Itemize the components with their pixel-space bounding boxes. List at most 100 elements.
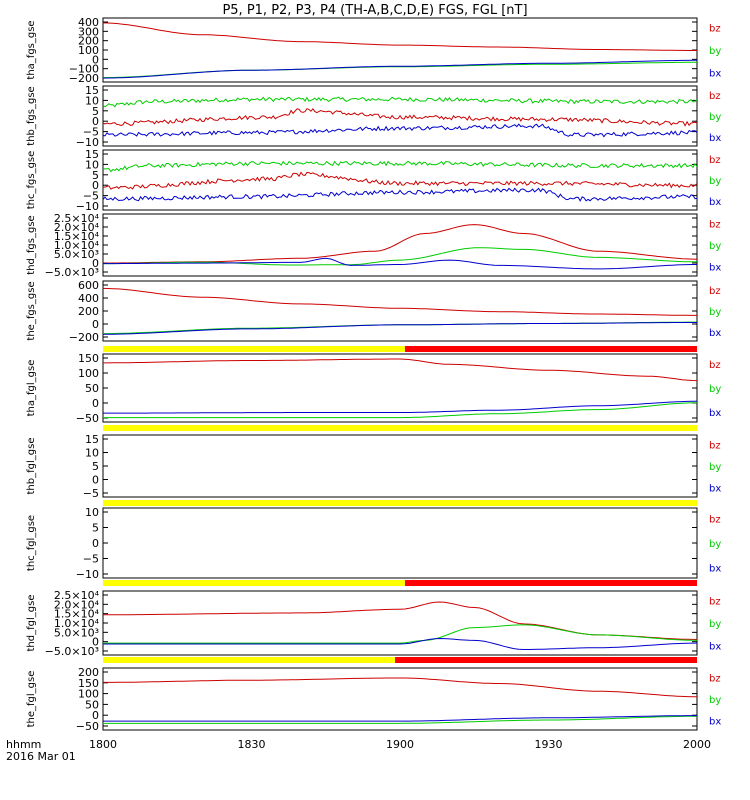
legend-bz: bz: [709, 91, 721, 102]
y-tick-label: 0: [92, 537, 99, 550]
y-tick-label: 15: [85, 433, 99, 446]
x-tick-label: 1900: [386, 738, 414, 751]
y-tick-label: −200: [69, 72, 99, 85]
y-axis-label: thb_fgl_gse: [26, 438, 37, 495]
y-tick-label: 10: [85, 447, 99, 460]
series-bx-line: [103, 637, 697, 650]
series-by-line: [103, 715, 697, 724]
y-tick-label: −5: [83, 190, 99, 203]
legend-by: by: [709, 307, 721, 318]
y-tick-label: 100: [78, 44, 99, 57]
series-bx-line: [103, 123, 697, 138]
series-bz-line: [103, 358, 697, 382]
y-tick-label: 50: [85, 382, 99, 395]
y-tick-label: 0: [92, 397, 99, 410]
legend-bx: bx: [709, 68, 721, 79]
y-axis-label: tha_fgl_gse: [26, 360, 37, 417]
series-bz-line: [103, 171, 697, 190]
y-tick-label: 200: [78, 305, 99, 318]
legend-bx: bx: [709, 263, 721, 274]
y-axis-label: tha_fgs_gse: [26, 20, 37, 79]
y-tick-label: −50: [76, 720, 99, 733]
y-tick-label: 5: [92, 105, 99, 118]
footer-date-label: 2016 Mar 01: [6, 750, 76, 763]
legend-bx: bx: [709, 328, 721, 339]
y-axis-label: thd_fgs_gse: [26, 215, 37, 274]
y-tick-label: −5.0×10³: [45, 645, 99, 658]
y-tick-label: 600: [78, 279, 99, 292]
y-tick-label: −200: [69, 331, 99, 344]
series-bx-line: [103, 257, 697, 270]
x-tick-label: 1800: [89, 738, 117, 751]
y-axis-label: the_fgs_gse: [26, 281, 37, 340]
chart-title: P5, P1, P2, P3, P4 (TH-A,B,C,D,E) FGS, F…: [222, 3, 527, 18]
series-by-line: [103, 96, 697, 108]
legend-by: by: [709, 539, 721, 550]
y-tick-label: 0: [92, 115, 99, 128]
y-tick-label: 200: [78, 35, 99, 48]
series-bx-line: [103, 322, 697, 335]
y-tick-label: 0: [92, 179, 99, 192]
legend-by: by: [709, 384, 721, 395]
legend-bz: bz: [709, 440, 721, 451]
flag-bar-segment: [395, 657, 697, 663]
legend-bx: bx: [709, 717, 721, 728]
y-tick-label: −5: [83, 487, 99, 500]
y-axis-label: thb_fgs_gse: [26, 86, 37, 145]
y-tick-label: 5: [92, 522, 99, 535]
y-tick-label: −100: [69, 63, 99, 76]
panel-frame: [102, 667, 698, 731]
flag-bar-segment: [404, 346, 697, 352]
y-axis-label: thd_fgl_gse: [26, 595, 37, 652]
y-tick-label: 0: [92, 318, 99, 331]
y-tick-label: 300: [78, 25, 99, 38]
flag-bar-segment: [103, 425, 697, 431]
y-tick-label: −5: [83, 553, 99, 566]
x-tick-label: 1830: [238, 738, 266, 751]
y-tick-label: 10: [85, 506, 99, 519]
series-bx-line: [103, 187, 697, 202]
series-bz-line: [103, 22, 697, 51]
y-tick-label: 200: [78, 666, 99, 679]
x-axis: 1800 1830 1900 1930 2000: [89, 738, 711, 751]
x-tick-label: 1930: [535, 738, 563, 751]
panel-3: 2.5×10⁴2.0×10⁴1.5×10⁴1.0×10⁴5.0×10³0−5.0…: [26, 212, 721, 279]
y-tick-label: 2.0×10⁴: [54, 598, 100, 611]
panel-7: 10 5 0 −5 −10 thc_fgl_gse bz by bx: [26, 506, 721, 581]
panel-frame: [102, 85, 698, 147]
series-bx-line: [103, 400, 697, 414]
panel-frame: [102, 590, 698, 656]
panel-frame: [102, 507, 698, 579]
y-tick-label: −50: [76, 412, 99, 425]
legend-by: by: [709, 695, 721, 706]
legend-by: by: [709, 241, 721, 252]
y-tick-label: 10: [85, 94, 99, 107]
flag-bar-segment: [103, 500, 697, 506]
y-tick-label: 10: [85, 158, 99, 171]
legend-bx: bx: [709, 641, 721, 652]
panel-frame: [102, 434, 698, 498]
series-by-line: [103, 624, 697, 644]
legend-bx: bx: [709, 408, 721, 419]
y-axis-label: thc_fgl_gse: [26, 515, 37, 571]
flag-bar-segment: [103, 657, 396, 663]
legend-bx: bx: [709, 564, 721, 575]
flag-bar-segment: [404, 580, 697, 586]
y-axis-label: the_fgl_gse: [26, 671, 37, 728]
y-tick-label: −10: [76, 200, 99, 213]
x-tick-label: 2000: [683, 738, 711, 751]
y-tick-label: 400: [78, 16, 99, 29]
panel-frame: [102, 280, 698, 342]
y-tick-label: 2.5×10⁴: [54, 212, 100, 225]
series-by-line: [103, 402, 697, 419]
y-tick-label: 0: [92, 709, 99, 722]
legend-bz: bz: [709, 219, 721, 230]
panel-frame: [102, 213, 698, 277]
